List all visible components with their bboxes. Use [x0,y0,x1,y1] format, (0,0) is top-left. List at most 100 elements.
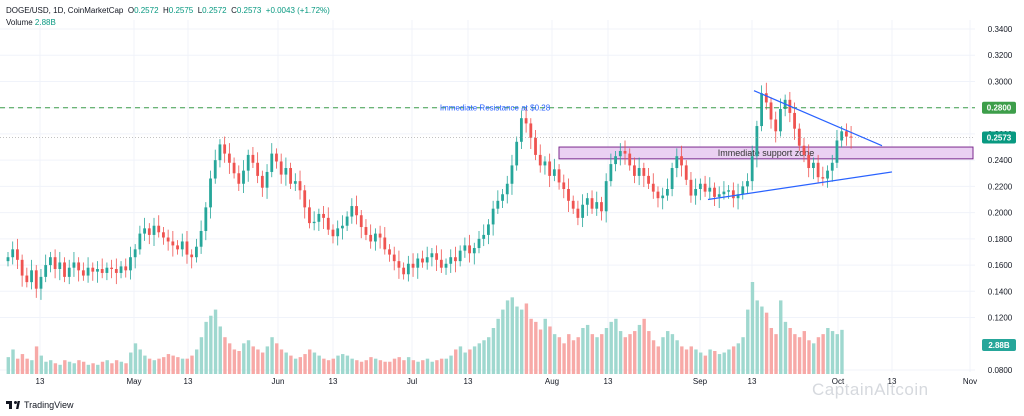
candle [562,174,566,199]
volume-bar [237,351,241,374]
candle [213,149,217,184]
x-tick-label: Nov [963,377,977,386]
volume-bar [317,355,321,374]
candle [6,251,10,267]
y-tick-label: 0.1200 [988,314,1013,323]
candle-body [25,275,29,283]
volume-bar [326,360,331,374]
volume-bar [293,358,298,374]
volume-bar [614,318,618,374]
candle [538,144,542,173]
tradingview-brand[interactable]: TradingView [6,400,74,410]
volume-bar [6,357,10,374]
triangle-upper-trendline [753,90,883,147]
candle-body [185,241,189,255]
candle-body [755,126,759,157]
volume-bar [114,360,119,374]
volume-bar [793,334,797,374]
volume-bar [807,340,811,374]
price-tag-label: 0.2573 [987,133,1012,142]
volume-bar [91,363,95,374]
candle [736,183,740,210]
candle [463,237,467,258]
candle [397,250,401,279]
candle [336,220,340,246]
candle [364,219,368,241]
candle [237,165,241,191]
candle [251,147,255,169]
candle [312,211,316,231]
candle-body [58,262,62,270]
candle [760,85,763,132]
volume-bar [129,352,133,374]
candle [496,190,500,214]
candle [750,145,754,191]
volume-bar [826,328,830,374]
candle-body [515,141,519,166]
volume-bar [53,363,58,374]
candle-body [703,183,707,192]
candle-body [840,131,844,141]
volume-bar [694,349,698,374]
volume-bar [543,318,547,374]
candle [698,178,702,201]
volume-bar [585,324,590,374]
candle-body [63,262,66,277]
candle [435,245,439,271]
volume-bar [25,358,29,374]
candle-body [67,267,71,277]
candle-body [623,150,627,154]
candle [661,187,665,210]
candle [279,153,283,184]
candle-body [171,241,175,246]
candle-body [604,181,608,212]
candle [171,230,175,257]
volume-bar [675,340,679,374]
candle-body [209,178,212,208]
candle [651,173,655,199]
candle-body [764,93,768,103]
candle-body [844,131,848,137]
volume-bar [741,337,745,374]
candle-body [731,190,735,199]
candle [684,160,688,186]
candle-body [326,217,330,230]
candle [731,182,735,208]
symbol-label[interactable]: DOGE/USD, 1D, CoinMarketCap [6,6,124,15]
candle-body [213,160,217,179]
volume-bar [350,358,354,374]
candle [458,245,462,267]
support-zone-box [558,146,974,160]
volume-bar [242,343,246,374]
candle [359,209,363,239]
candle [152,217,156,247]
candle [34,265,38,298]
volume-bar [16,358,20,374]
candle-body [600,202,603,212]
candle [779,98,782,137]
candle-body [44,265,48,277]
candle [741,181,745,200]
volume-bar [684,349,689,374]
volume-bar [359,361,364,374]
candle-body [270,153,274,172]
candle-body [491,208,495,225]
candle-body [552,169,556,176]
candle [260,170,264,197]
x-tick-label: Oct [832,377,845,386]
volume-bar [345,355,350,374]
volume-bar [666,331,670,374]
candle-body [53,257,57,270]
volume-bar [355,360,359,374]
candle [209,170,212,219]
candle-body [802,145,806,155]
candle [642,162,646,188]
candle [86,257,90,283]
candlesticks [6,82,853,300]
candle [567,178,570,212]
candle-body [656,191,660,199]
y-tick-label: 0.2400 [988,156,1013,165]
candle [162,227,165,245]
candle [11,241,15,265]
